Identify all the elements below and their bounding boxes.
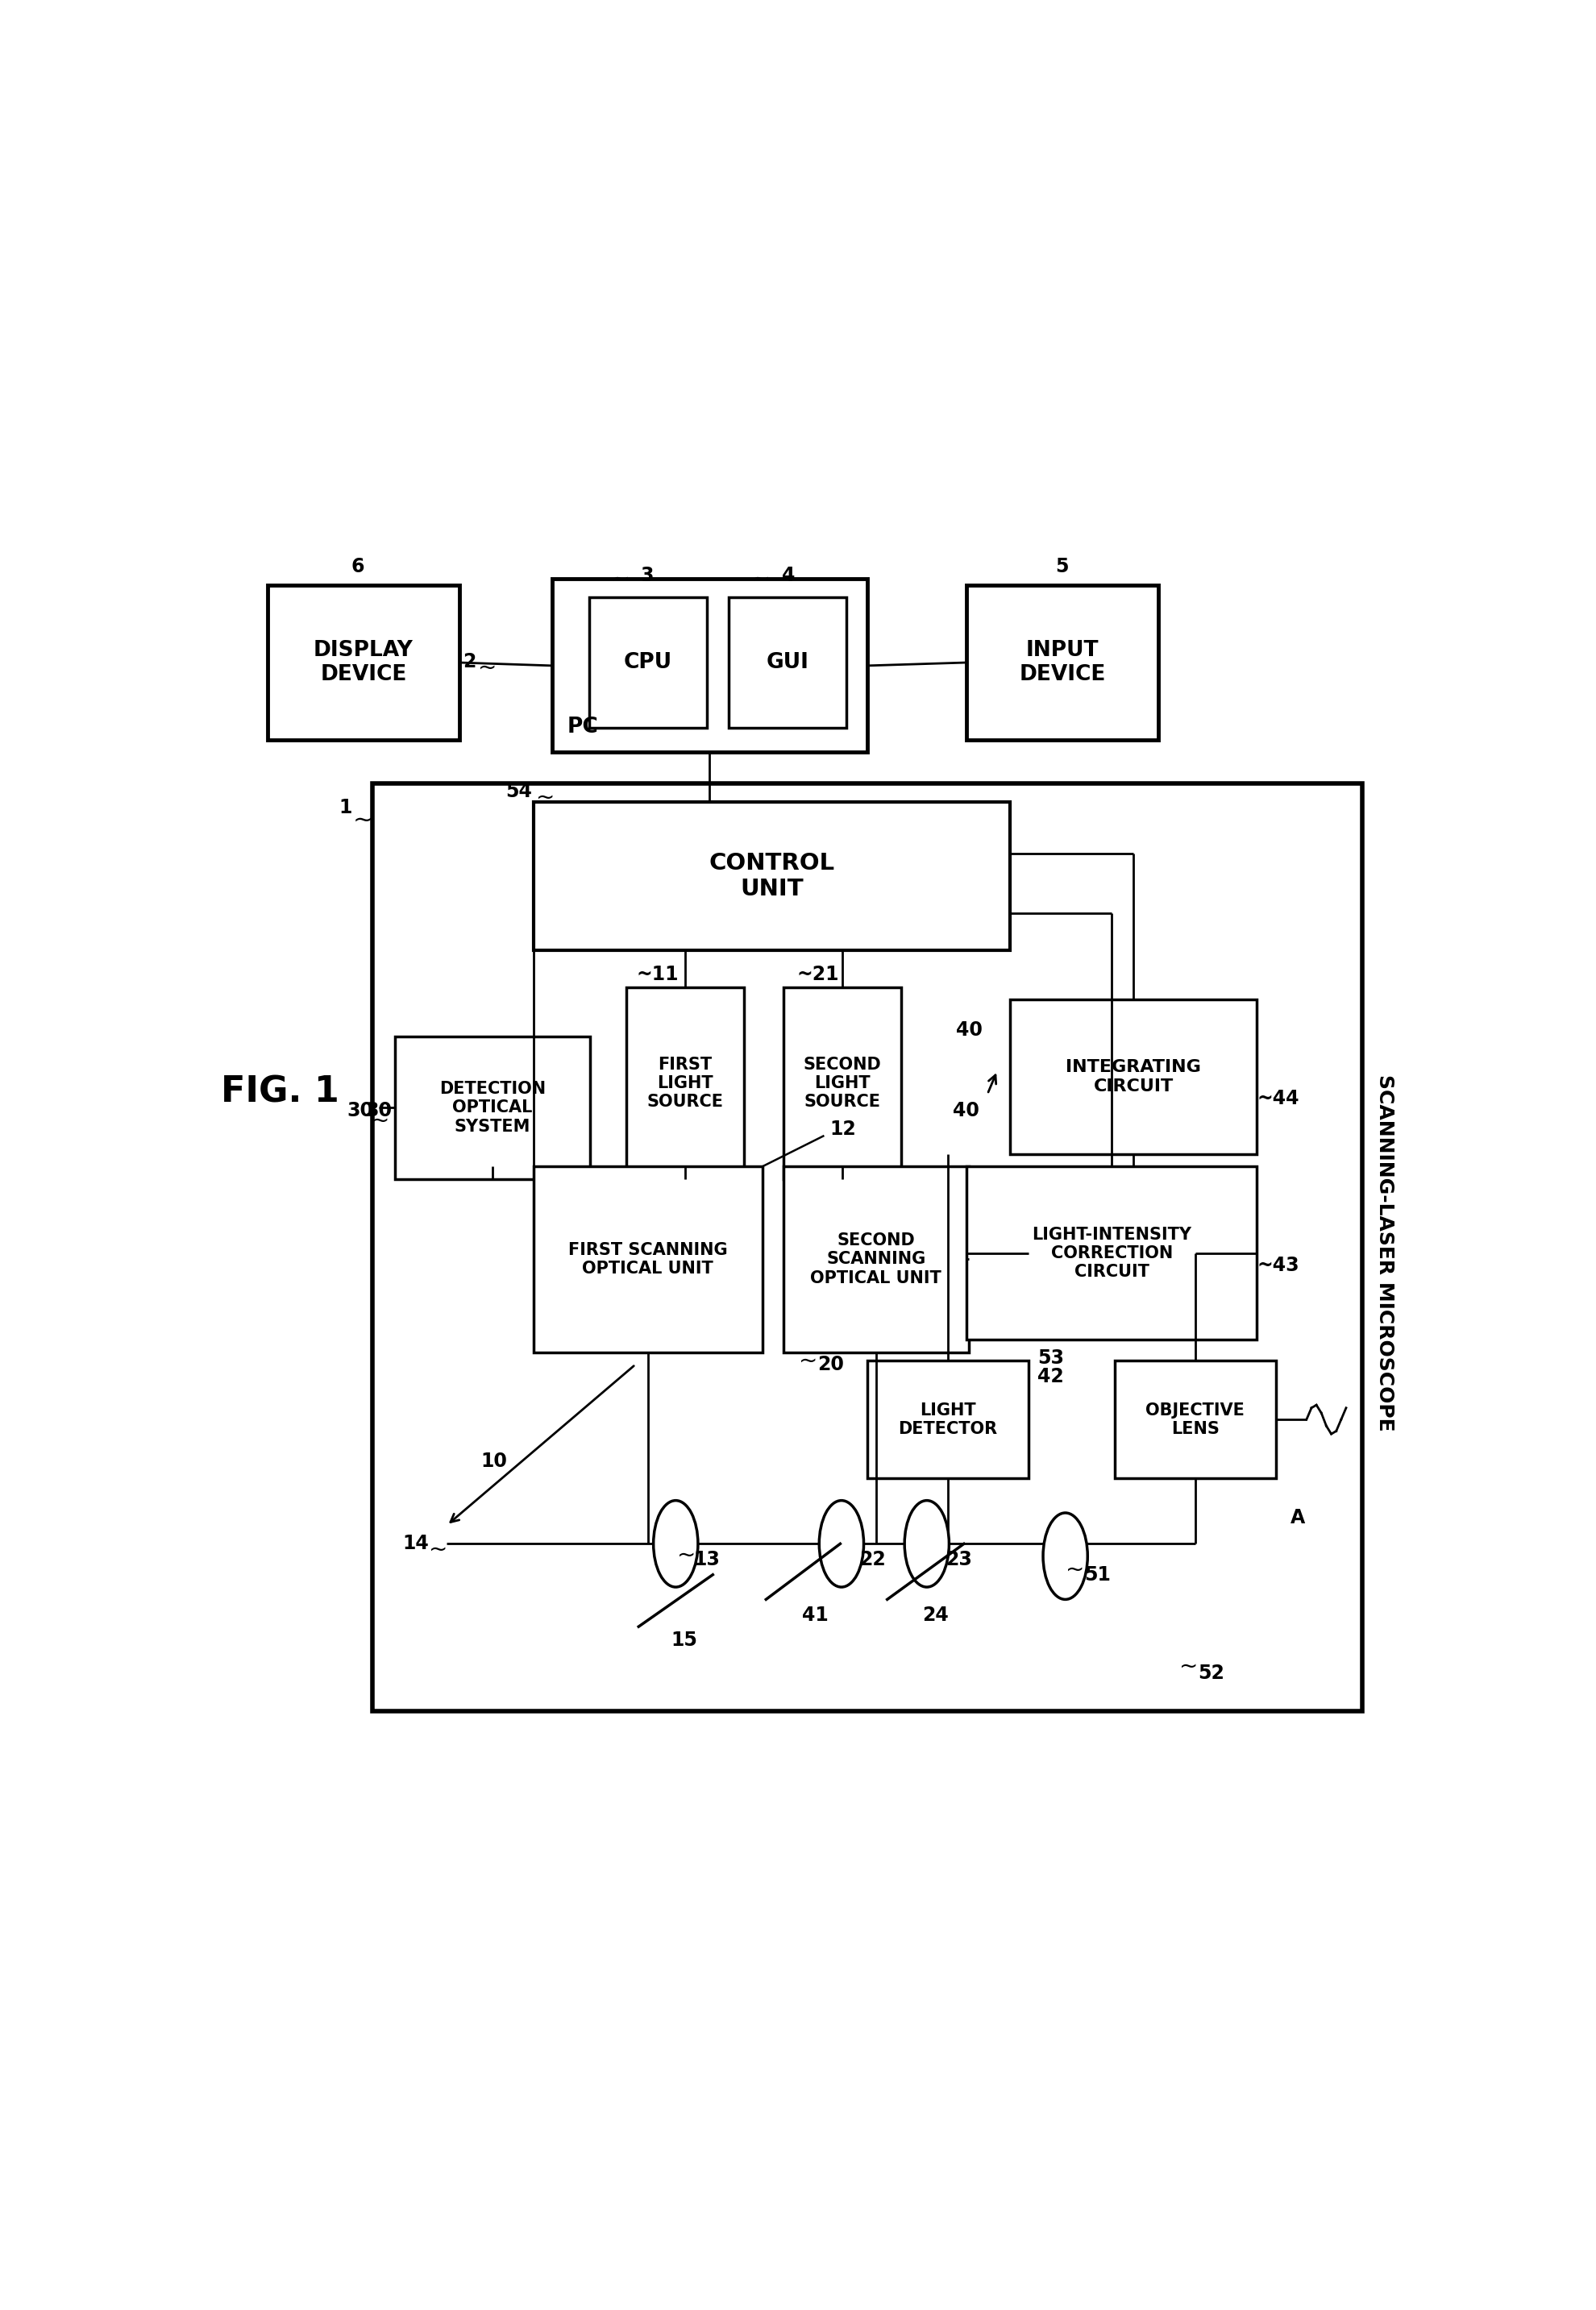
- Text: ~: ~: [479, 656, 496, 679]
- Text: 15: 15: [670, 1631, 697, 1649]
- Text: PC: PC: [567, 716, 598, 737]
- Text: ~: ~: [752, 568, 771, 591]
- Bar: [729, 598, 846, 728]
- Text: ~: ~: [353, 808, 373, 832]
- Text: ~: ~: [1179, 1654, 1199, 1677]
- Text: FIRST
LIGHT
SOURCE: FIRST LIGHT SOURCE: [646, 1056, 723, 1109]
- Bar: [626, 986, 744, 1178]
- Text: 14: 14: [402, 1534, 429, 1552]
- Text: FIG. 1: FIG. 1: [220, 1074, 338, 1109]
- Bar: [784, 1167, 969, 1351]
- Text: ~: ~: [611, 568, 629, 591]
- Text: ~: ~: [798, 1349, 817, 1372]
- Text: DISPLAY
DEVICE: DISPLAY DEVICE: [313, 640, 413, 686]
- Bar: [784, 986, 900, 1178]
- Text: A: A: [1291, 1508, 1306, 1527]
- Text: OBJECTIVE
LENS: OBJECTIVE LENS: [1146, 1402, 1245, 1437]
- Text: ~: ~: [429, 1538, 447, 1562]
- Text: 40: 40: [956, 1021, 982, 1040]
- Text: 2: 2: [463, 651, 476, 672]
- Text: ~: ~: [677, 1543, 696, 1566]
- Text: 12: 12: [830, 1120, 855, 1139]
- Bar: [1114, 1361, 1275, 1478]
- Text: 41: 41: [803, 1605, 828, 1626]
- Text: 1: 1: [338, 799, 353, 818]
- Bar: [589, 598, 707, 728]
- Text: SECOND
LIGHT
SOURCE: SECOND LIGHT SOURCE: [803, 1056, 881, 1109]
- Text: 30: 30: [365, 1102, 393, 1120]
- Text: CONTROL
UNIT: CONTROL UNIT: [709, 852, 835, 901]
- Bar: [1010, 1000, 1258, 1155]
- Text: 6: 6: [351, 557, 364, 578]
- Bar: [533, 802, 1010, 949]
- Text: ~: ~: [1066, 1559, 1085, 1580]
- Text: ~44: ~44: [1258, 1088, 1299, 1109]
- Bar: [373, 783, 1363, 1712]
- Bar: [552, 580, 868, 753]
- Text: 53: 53: [1037, 1349, 1065, 1368]
- Text: 5: 5: [1055, 557, 1068, 578]
- Text: 40: 40: [953, 1102, 980, 1120]
- Text: 4: 4: [782, 566, 795, 584]
- Bar: [394, 1037, 591, 1178]
- Text: ~: ~: [370, 1109, 389, 1132]
- Bar: [533, 1167, 763, 1351]
- Text: 30: 30: [346, 1102, 373, 1120]
- Ellipse shape: [653, 1502, 697, 1587]
- Text: ~21: ~21: [796, 966, 839, 984]
- Text: ~11: ~11: [635, 966, 678, 984]
- Ellipse shape: [905, 1502, 950, 1587]
- Text: ~: ~: [536, 788, 555, 808]
- Ellipse shape: [819, 1502, 863, 1587]
- Bar: [966, 584, 1159, 739]
- Text: 52: 52: [1199, 1663, 1224, 1684]
- Text: LIGHT-INTENSITY
CORRECTION
CIRCUIT: LIGHT-INTENSITY CORRECTION CIRCUIT: [1033, 1227, 1192, 1280]
- Text: INTEGRATING
CIRCUIT: INTEGRATING CIRCUIT: [1066, 1060, 1202, 1095]
- Text: SECOND
SCANNING
OPTICAL UNIT: SECOND SCANNING OPTICAL UNIT: [811, 1234, 942, 1287]
- Bar: [268, 584, 460, 739]
- Ellipse shape: [1044, 1513, 1087, 1599]
- Text: 51: 51: [1084, 1566, 1111, 1585]
- Text: 42: 42: [1037, 1368, 1063, 1386]
- Bar: [868, 1361, 1028, 1478]
- Text: FIRST SCANNING
OPTICAL UNIT: FIRST SCANNING OPTICAL UNIT: [568, 1243, 728, 1277]
- Text: SCANNING-LASER MICROSCOPE: SCANNING-LASER MICROSCOPE: [1374, 1074, 1395, 1432]
- Text: DETECTION
OPTICAL
SYSTEM: DETECTION OPTICAL SYSTEM: [439, 1081, 546, 1134]
- Text: 22: 22: [859, 1550, 886, 1568]
- Text: LIGHT
DETECTOR: LIGHT DETECTOR: [899, 1402, 998, 1437]
- Text: 20: 20: [817, 1354, 844, 1374]
- Text: 13: 13: [693, 1550, 720, 1568]
- Text: 3: 3: [640, 566, 654, 584]
- Text: ~43: ~43: [1258, 1257, 1299, 1275]
- Text: INPUT
DEVICE: INPUT DEVICE: [1018, 640, 1106, 686]
- Text: CPU: CPU: [624, 651, 672, 672]
- Bar: [966, 1167, 1258, 1340]
- Text: 24: 24: [922, 1605, 948, 1626]
- Text: 23: 23: [946, 1550, 972, 1568]
- Text: 10: 10: [480, 1451, 508, 1471]
- Text: GUI: GUI: [766, 651, 809, 672]
- Text: 54: 54: [506, 783, 531, 802]
